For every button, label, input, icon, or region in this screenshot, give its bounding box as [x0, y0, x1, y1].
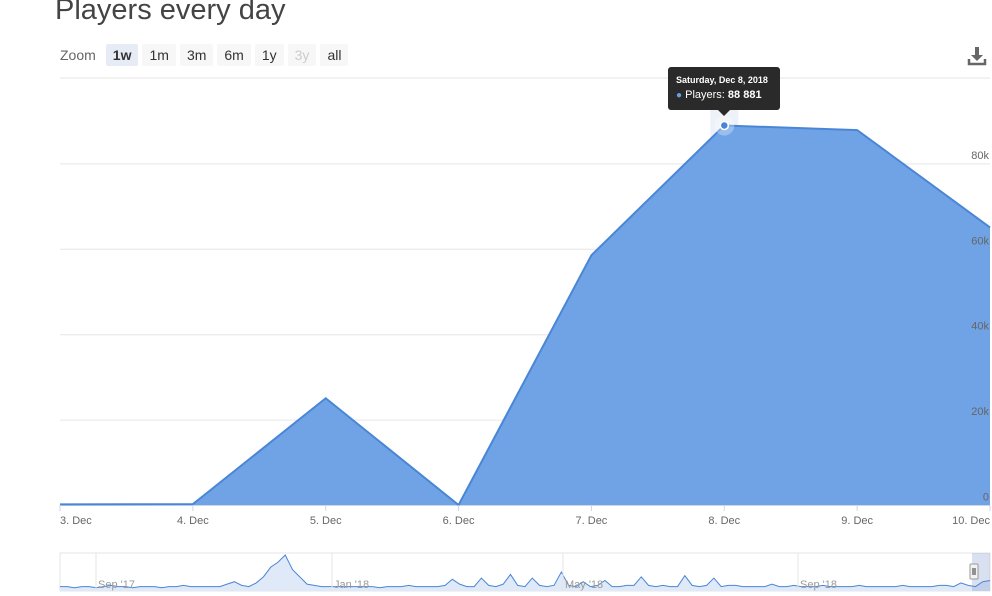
x-tick-label: 3. Dec	[60, 515, 92, 527]
area-series	[59, 115, 991, 507]
y-axis: 0 20k 40k 60k 80k	[971, 150, 989, 504]
zoom-3m-button[interactable]: 3m	[179, 44, 214, 66]
y-tick-label: 80k	[971, 150, 989, 162]
zoom-1m-button[interactable]: 1m	[142, 44, 176, 66]
navigator-area	[60, 555, 990, 591]
zoom-label: Zoom	[60, 47, 96, 63]
x-axis: 3. Dec 4. Dec 5. Dec 6. Dec 7. Dec 8. Dec 9. D…	[59, 505, 991, 527]
x-tick-label: 6. Dec	[443, 515, 475, 527]
navigator-mask	[972, 553, 990, 591]
x-tick-label: 4. Dec	[177, 515, 209, 527]
navigator[interactable]: Sep '17 Jan '18 May '18 Sep '18	[59, 552, 991, 592]
series-dot-icon: ●	[676, 90, 683, 101]
navigator-label: Sep '17	[98, 579, 135, 591]
zoom-bar: Zoom 1w 1m 3m 6m 1y 3y all	[60, 44, 349, 66]
zoom-all-button[interactable]: all	[320, 44, 349, 66]
y-tick-label: 20k	[971, 406, 989, 418]
tooltip-value: 88 881	[727, 89, 762, 101]
zoom-1y-button[interactable]: 1y	[254, 44, 284, 66]
navigator-label: Sep '18	[800, 579, 837, 591]
x-tick-label: 9. Dec	[841, 515, 873, 527]
zoom-3y-button: 3y	[287, 44, 317, 66]
x-tick-label: 10. Dec	[952, 515, 990, 527]
navigator-frame	[59, 552, 991, 592]
navigator-handle-left[interactable]	[969, 563, 979, 580]
page-title: Players every day	[55, 0, 286, 26]
navigator-label: Jan '18	[334, 579, 369, 591]
tooltip-series: Players	[685, 89, 722, 101]
hover-marker	[719, 120, 730, 131]
zoom-6m-button[interactable]: 6m	[217, 44, 251, 66]
x-tick-label: 5. Dec	[310, 515, 342, 527]
navigator-label: May '18	[565, 579, 603, 591]
y-tick-label: 60k	[971, 235, 989, 247]
navigator-line	[60, 554, 991, 589]
y-tick-label: 40k	[971, 321, 989, 333]
series-area-players	[60, 125, 990, 506]
x-tick-label: 8. Dec	[708, 515, 740, 527]
chart-tooltip: Saturday, Dec 8, 2018 ● Players: 88 881	[668, 67, 780, 116]
series-line-players	[59, 124, 991, 507]
zoom-1w-button[interactable]: 1w	[105, 44, 139, 66]
x-tick-label: 7. Dec	[576, 515, 608, 527]
tooltip-line: ● Players: 88 881	[676, 89, 762, 101]
download-icon[interactable]	[966, 45, 988, 67]
y-tick-label: 0	[983, 492, 989, 504]
tooltip-date: Saturday, Dec 8, 2018	[676, 75, 768, 85]
